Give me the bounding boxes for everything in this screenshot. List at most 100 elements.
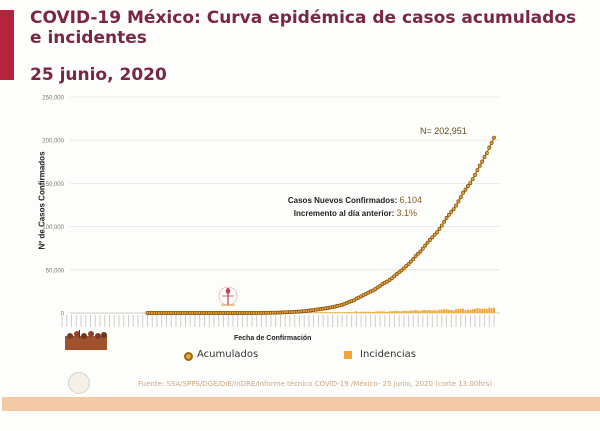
x-tick-label — [232, 315, 234, 327]
x-tick-label — [166, 315, 167, 327]
y-tick-labels: 0 50,000 100,000 150,000 200,000 250,000 — [42, 96, 64, 318]
x-tick-label — [156, 315, 158, 327]
increase-value: 3.1% — [396, 208, 417, 218]
x-tick-label — [322, 315, 324, 327]
incidencias-bar — [478, 308, 481, 313]
incidencias-bar — [348, 311, 351, 313]
x-tick-label — [303, 315, 305, 327]
acumulados-point — [411, 257, 416, 261]
incidencias-bar — [476, 308, 479, 313]
x-tick-label — [436, 315, 438, 327]
y-tick-label: 150,000 — [42, 182, 64, 188]
acumulados-point — [489, 140, 494, 145]
incidencias-bar — [452, 310, 455, 313]
incidencias-bar — [319, 312, 322, 313]
incidencias-bar — [426, 310, 429, 313]
x-tick-label — [260, 315, 262, 327]
x-tick-label — [403, 315, 405, 327]
x-tick-label — [365, 315, 367, 327]
x-tick-label — [427, 315, 429, 327]
incidencias-bar — [402, 310, 405, 313]
x-tick-label — [479, 315, 481, 327]
x-tick-label — [208, 315, 210, 327]
legend-acumulados-label: Acumulados — [197, 349, 259, 360]
x-tick-label — [199, 315, 201, 327]
x-tick-label — [484, 315, 486, 327]
acumulados-point — [401, 266, 406, 271]
x-tick-label — [189, 315, 191, 327]
accent-bar — [0, 10, 14, 80]
acumulados-point — [418, 249, 423, 254]
x-tick-label — [142, 315, 144, 327]
incidencias-bar — [395, 310, 398, 313]
x-tick-label — [270, 315, 272, 327]
x-tick-label — [417, 315, 419, 327]
incidencias-bar — [374, 311, 377, 313]
incidencias-bar — [336, 312, 339, 313]
x-tick-label — [336, 315, 338, 327]
incidencias-bar — [428, 310, 431, 313]
footer-band — [2, 397, 600, 411]
incidencias-bar — [464, 309, 467, 313]
incidencias-bar — [462, 308, 465, 313]
acumulados-line — [145, 135, 496, 315]
incidencias-bar — [493, 307, 495, 313]
incidencias-bar — [371, 312, 374, 313]
x-tick-label — [109, 315, 110, 327]
incidencias-bar — [317, 312, 320, 313]
incidencias-bar — [433, 310, 436, 313]
acumulados-point — [413, 254, 418, 259]
source-footnote: Fuente: SSA/SPPS/DGE/DIE/InDRE/Informe t… — [138, 380, 493, 388]
incidencias-bar — [488, 307, 491, 313]
incidencias-bar — [421, 310, 424, 313]
x-tick-label — [474, 315, 476, 327]
x-tick-label — [313, 315, 315, 327]
acumulados-point — [482, 155, 487, 159]
x-tick-label — [351, 315, 353, 327]
x-tick-label — [265, 315, 267, 327]
incidencias-bar — [357, 312, 360, 313]
incidencias-bar — [314, 312, 317, 313]
legend-incidencias-marker-icon — [344, 351, 352, 359]
x-tick-label — [412, 315, 414, 327]
x-tick-label — [170, 315, 172, 327]
y-tick-label: 250,000 — [42, 96, 64, 102]
acumulados-point — [465, 184, 470, 189]
x-tick-label — [175, 315, 177, 327]
x-tick-label — [455, 315, 457, 327]
acumulados-point — [484, 151, 489, 156]
x-tick-label — [161, 315, 163, 327]
incidencias-bar — [338, 312, 341, 313]
acumulados-point — [454, 203, 458, 208]
incidencias-bar — [424, 310, 427, 313]
x-tick-label — [317, 315, 319, 327]
x-tick-label — [251, 315, 253, 327]
incidencias-bar — [466, 309, 469, 313]
x-tick-label — [389, 315, 391, 327]
incidencias-bar — [331, 312, 334, 313]
x-tick-label — [279, 315, 281, 327]
incidencias-bar — [390, 311, 393, 313]
incidencias-bar — [485, 309, 488, 313]
x-tick-label — [355, 315, 357, 327]
incidencias-bar — [383, 311, 386, 313]
acumulados-point — [470, 177, 475, 182]
incidencias-bar — [438, 309, 441, 313]
incidencias-bar — [364, 311, 367, 313]
x-tick-label — [488, 315, 490, 327]
incidencias-bar — [386, 311, 389, 313]
x-tick-label — [227, 315, 229, 327]
acumulados-point — [437, 226, 442, 231]
incidencias-bar — [343, 312, 346, 313]
x-tick-label — [223, 315, 224, 327]
acumulados-point — [432, 232, 437, 237]
x-tick-label — [237, 315, 239, 327]
x-tick-label — [137, 315, 139, 327]
y-tick-label: 100,000 — [42, 225, 64, 231]
x-tick-label — [132, 315, 134, 327]
acumulados-point — [446, 212, 451, 217]
incidencias-bar — [481, 308, 484, 313]
acumulados-point — [423, 243, 428, 248]
x-tick-label — [422, 315, 424, 327]
x-tick-label — [284, 315, 286, 327]
